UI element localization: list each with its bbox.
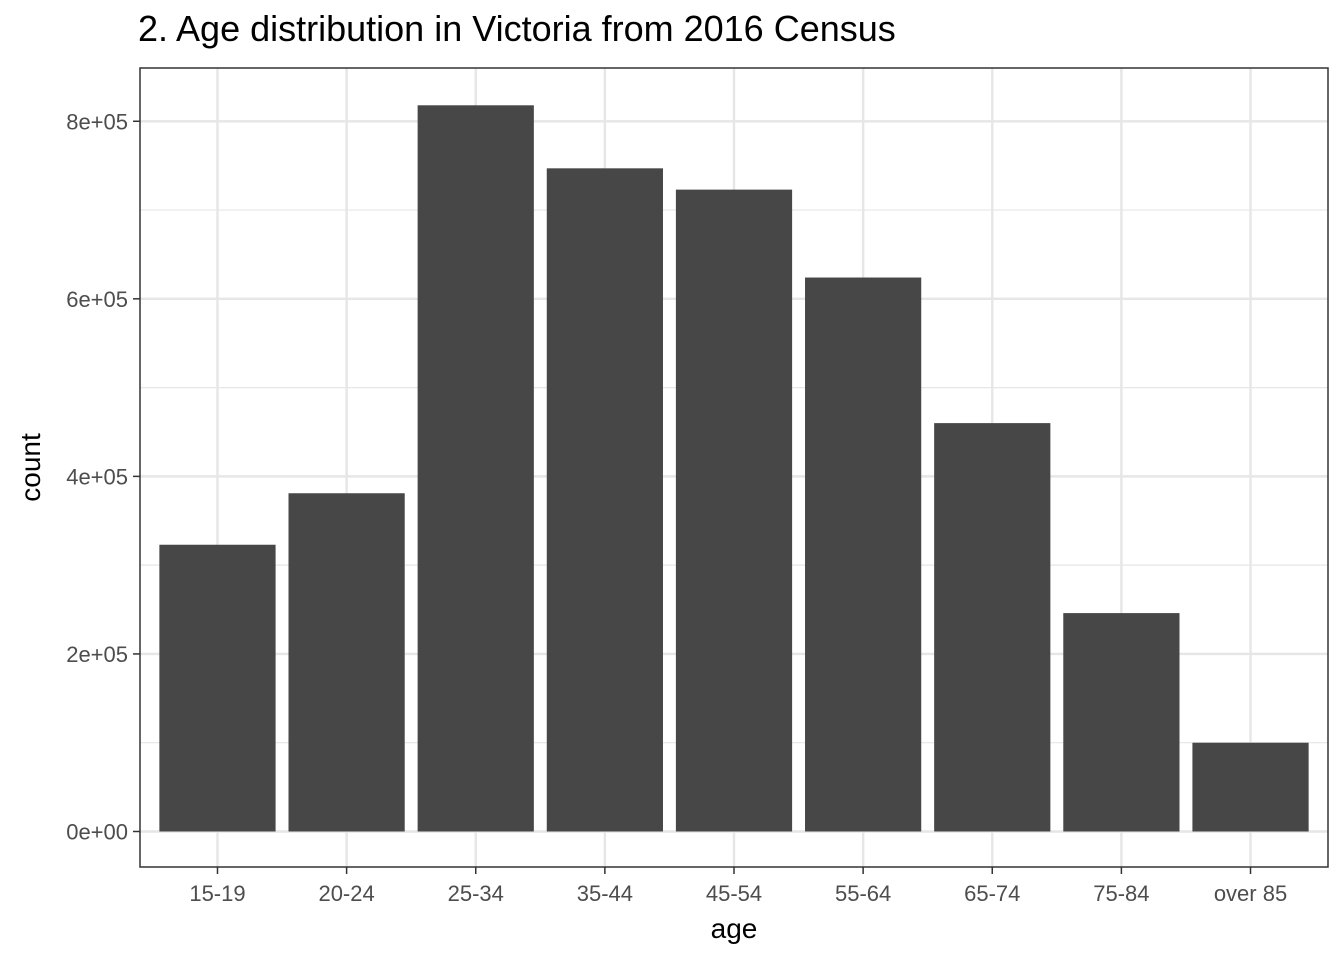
bar-35-44 [546,168,663,832]
bar-15-19 [159,544,276,832]
y-tick-label: 8e+05 [66,109,128,134]
x-tick-label: 75-84 [1093,881,1149,906]
bar-65-74 [934,423,1051,832]
x-axis-label: age [711,913,758,944]
x-tick-label: 45-54 [706,881,762,906]
x-tick-label: 65-74 [964,881,1020,906]
bar-55-64 [805,277,922,832]
y-tick-label: 6e+05 [66,287,128,312]
bar-over-85 [1192,742,1309,832]
x-tick-label: 25-34 [448,881,504,906]
bar-20-24 [288,493,405,832]
chart-title: 2. Age distribution in Victoria from 201… [138,8,896,49]
x-tick-label: 55-64 [835,881,891,906]
y-axis-label: count [15,433,46,502]
x-tick-label: 20-24 [318,881,374,906]
y-tick-label: 2e+05 [66,642,128,667]
bar-25-34 [417,105,534,832]
x-tick-label: 15-19 [189,881,245,906]
bar-75-84 [1063,613,1180,832]
x-tick-label: 35-44 [577,881,633,906]
x-tick-label: over 85 [1214,881,1287,906]
y-tick-label: 4e+05 [66,464,128,489]
y-tick-label: 0e+00 [66,819,128,844]
bar-45-54 [675,189,793,832]
